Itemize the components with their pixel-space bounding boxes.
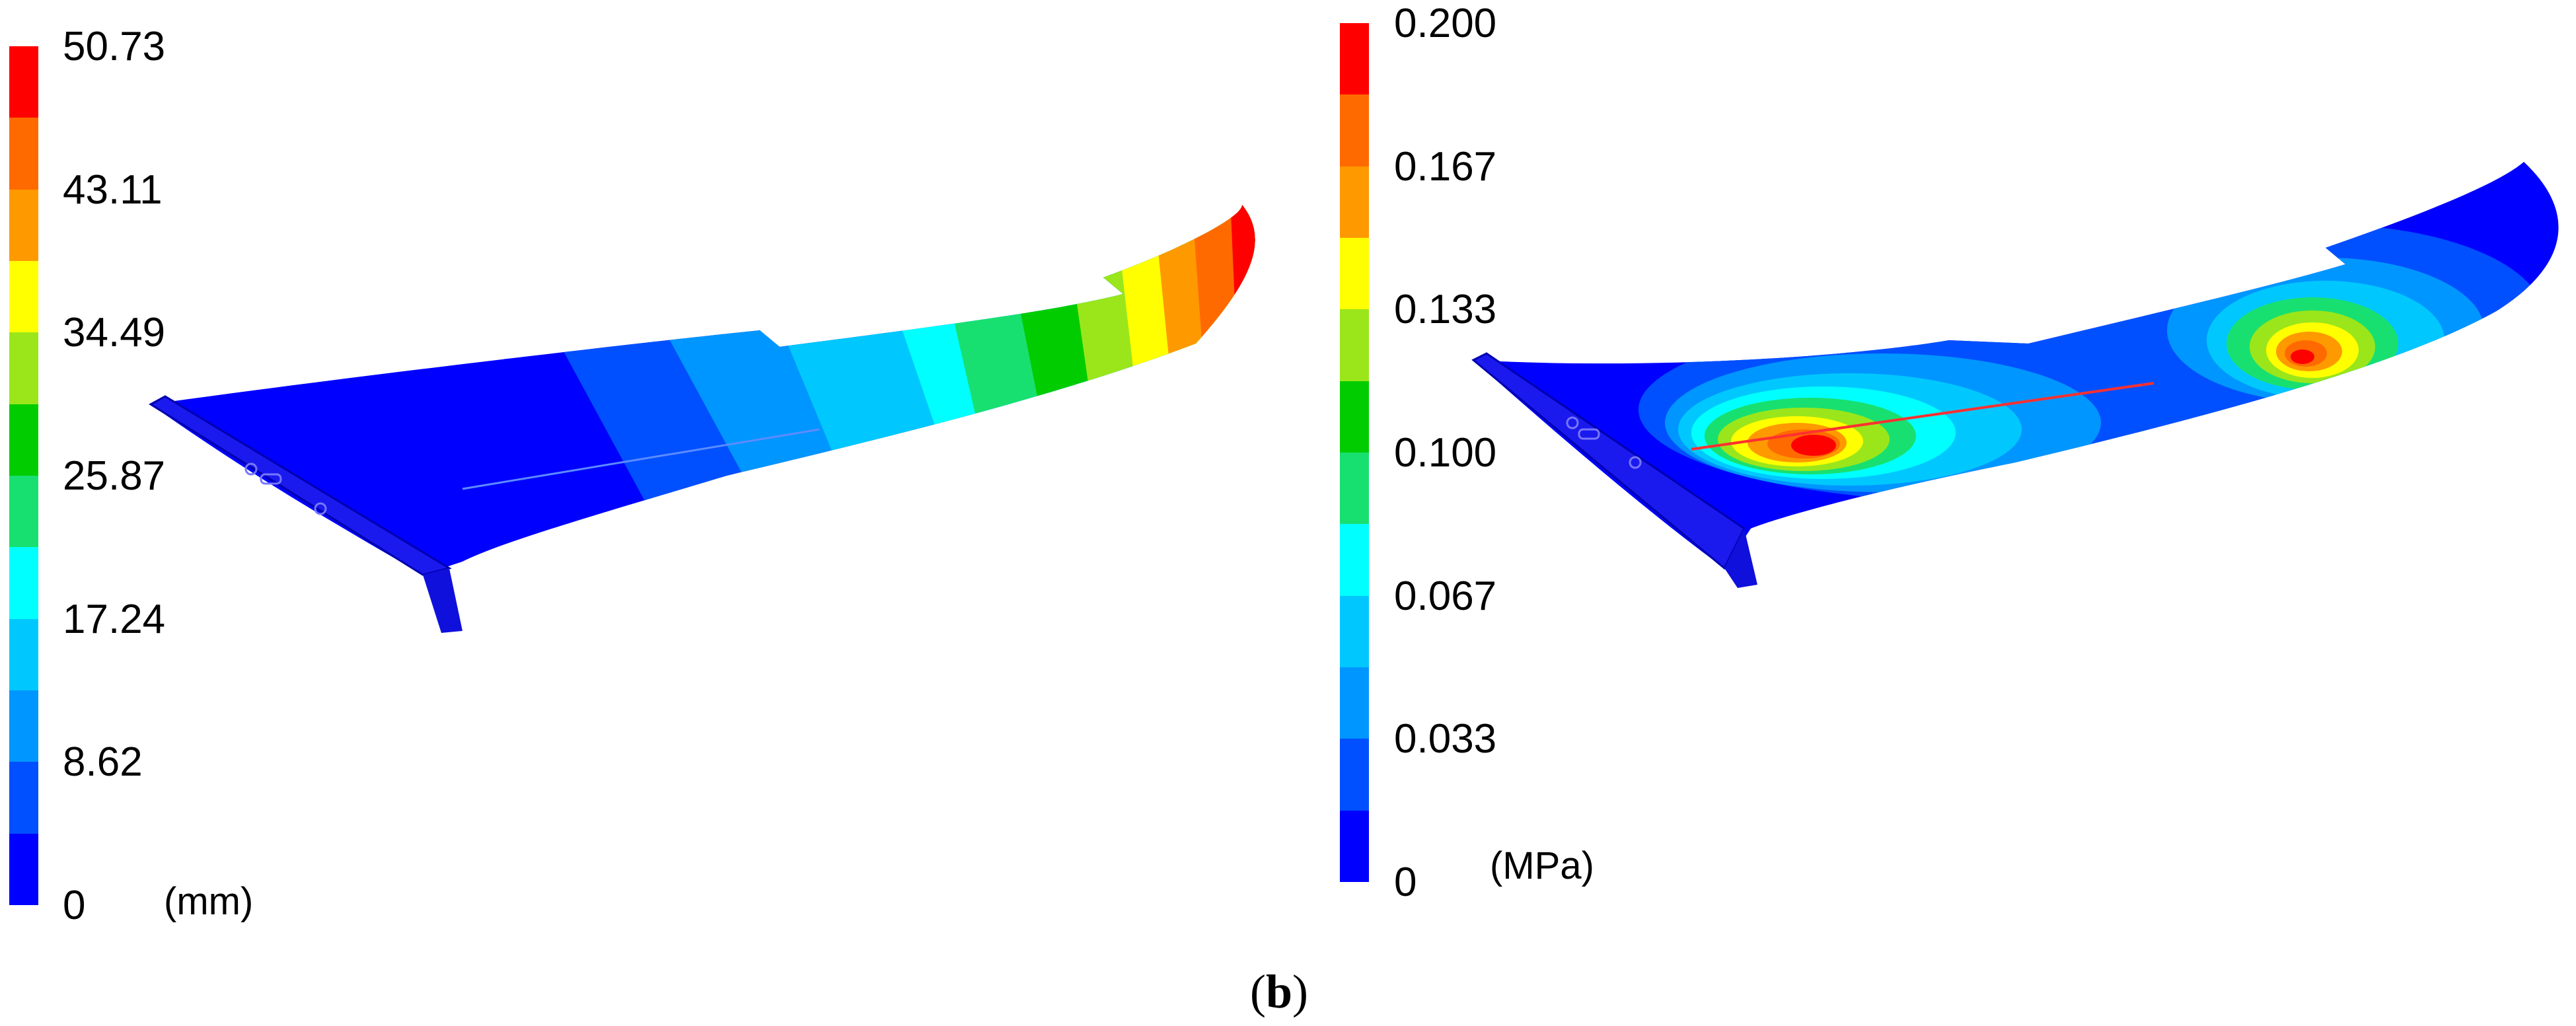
caption-open-paren: ( (1250, 965, 1266, 1018)
colorbar-segment (9, 332, 38, 404)
colorbar-tick-label: 17.24 (63, 596, 166, 642)
colorbar-segment (9, 118, 38, 190)
colorbar-tick-label: 0.033 (1394, 716, 1497, 762)
colorbar-segment (1340, 810, 1369, 882)
colorbar-segment (9, 260, 38, 333)
colorbar-segment (1340, 595, 1369, 667)
colorbar-segment (9, 618, 38, 690)
colorbar-segment (1340, 237, 1369, 310)
colorbar-tick-label: 43.11 (63, 166, 163, 213)
stress-colorbar (1340, 23, 1369, 882)
colorbar-tick-label: 8.62 (63, 739, 143, 786)
colorbar-tick-label: 0 (1394, 860, 1417, 905)
colorbar-segment (1340, 23, 1369, 95)
colorbar-segment (9, 189, 38, 261)
colorbar-tick-label: 0.200 (1394, 1, 1497, 46)
colorbar-segment (1340, 166, 1369, 238)
colorbar-segment (9, 404, 38, 476)
stress-wing-render (1471, 162, 2559, 588)
displacement-wing-render (149, 205, 1255, 633)
colorbar-segment (9, 762, 38, 834)
colorbar-tick-label: 0.067 (1394, 573, 1497, 619)
colorbar-segment (1340, 94, 1369, 166)
colorbar-segment (9, 690, 38, 762)
colorbar-segment (1340, 309, 1369, 381)
caption-close-paren: ) (1292, 965, 1309, 1018)
colorbar-segment (9, 475, 38, 548)
colorbar-segment (1340, 381, 1369, 453)
colorbar-tick-label: 0.133 (1394, 287, 1497, 333)
caption-letter: b (1265, 965, 1293, 1018)
colorbar-tick-label: 0.167 (1394, 143, 1497, 190)
displacement-colorbar (9, 46, 38, 905)
colorbar-segment (1340, 667, 1369, 739)
colorbar-segment (9, 833, 38, 905)
colorbar-segment (9, 46, 38, 118)
colorbar-tick-label: 0 (63, 883, 86, 928)
colorbar-tick-label: 25.87 (63, 453, 166, 499)
colorbar-segment (9, 547, 38, 619)
colorbar-tick-label: 34.49 (63, 310, 166, 356)
colorbar-segment (1340, 739, 1369, 811)
colorbar-tick-label: 50.73 (63, 24, 166, 69)
colorbar-segment (1340, 452, 1369, 525)
colorbar-tick-label: 0.100 (1394, 430, 1497, 476)
stress-unit-label: (MPa) (1490, 844, 1594, 887)
figure-caption: (b) (1250, 968, 1308, 1015)
colorbar-segment (1340, 524, 1369, 596)
displacement-unit-label: (mm) (164, 880, 254, 923)
